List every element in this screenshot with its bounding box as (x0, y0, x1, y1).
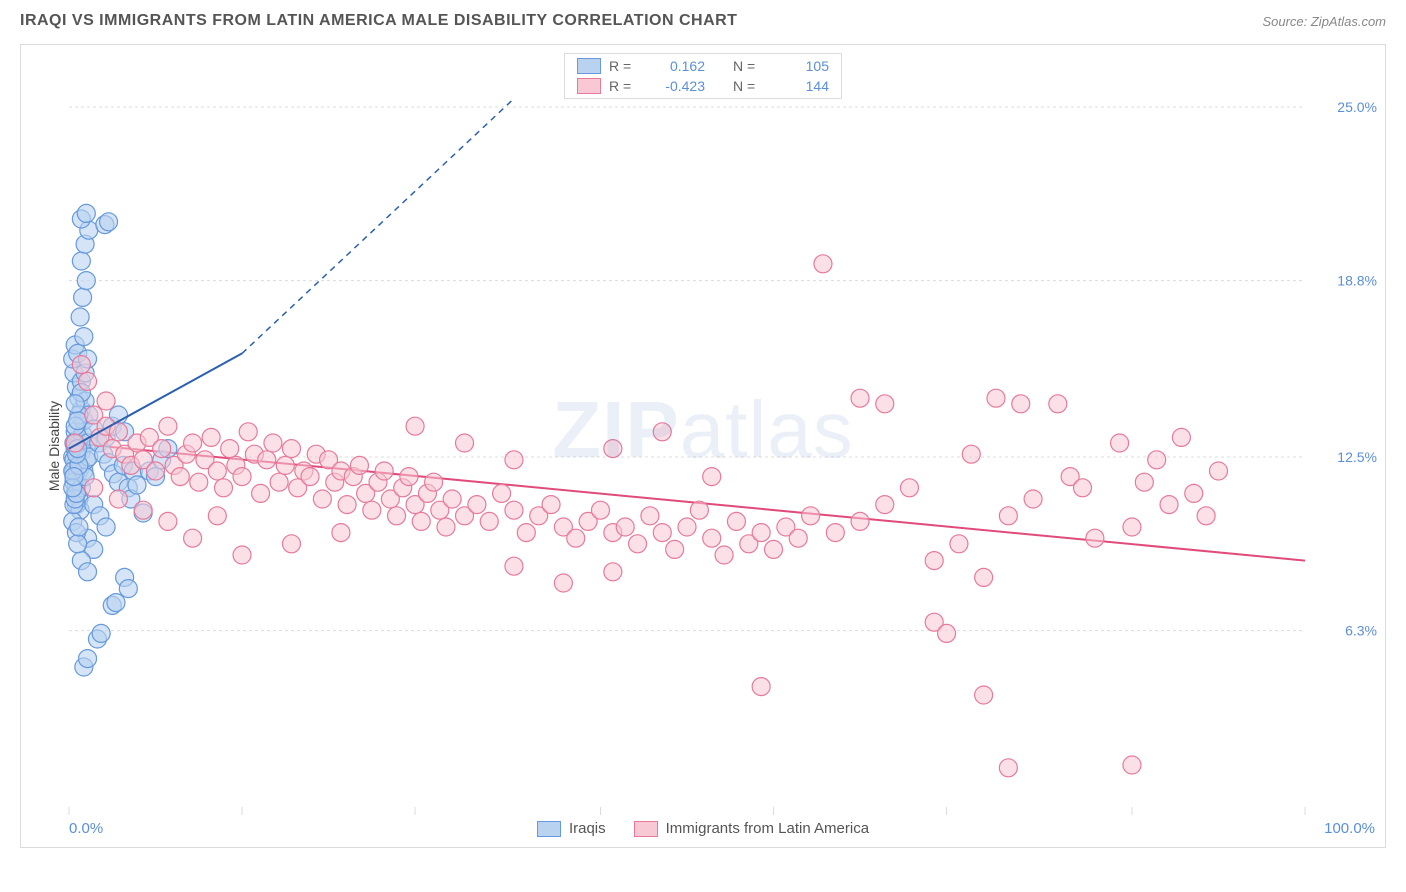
svg-text:25.0%: 25.0% (1337, 99, 1377, 115)
legend-label: Iraqis (569, 820, 606, 837)
legend-item: Iraqis (537, 820, 606, 837)
legend-item: Immigrants from Latin America (634, 820, 869, 837)
source-attribution: Source: ZipAtlas.com (1262, 14, 1386, 29)
svg-text:18.8%: 18.8% (1337, 273, 1377, 289)
swatch (634, 821, 658, 837)
swatch-iraqis (577, 58, 601, 74)
r-value-latin: -0.423 (649, 78, 705, 94)
r-label: R = (609, 58, 641, 74)
n-value-latin: 144 (773, 78, 829, 94)
swatch (537, 821, 561, 837)
r-value-iraqis: 0.162 (649, 58, 705, 74)
n-label: N = (733, 58, 765, 74)
svg-text:6.3%: 6.3% (1345, 623, 1377, 639)
scatter-plot: 6.3% 12.5% 18.8% 25.0% (21, 45, 1385, 847)
n-label: N = (733, 78, 765, 94)
legend-row-latin: R = -0.423 N = 144 (565, 76, 841, 96)
chart-area: Male Disability 6.3%12.5%18.8%25.0% ZIPa… (20, 44, 1386, 848)
r-label: R = (609, 78, 641, 94)
series-legend: Iraqis Immigrants from Latin America (21, 820, 1385, 837)
svg-text:12.5%: 12.5% (1337, 449, 1377, 465)
legend-row-iraqis: R = 0.162 N = 105 (565, 56, 841, 76)
legend-label: Immigrants from Latin America (666, 820, 869, 837)
correlation-legend: R = 0.162 N = 105 R = -0.423 N = 144 (564, 53, 842, 99)
n-value-iraqis: 105 (773, 58, 829, 74)
swatch-latin (577, 78, 601, 94)
chart-title: IRAQI VS IMMIGRANTS FROM LATIN AMERICA M… (20, 12, 737, 30)
